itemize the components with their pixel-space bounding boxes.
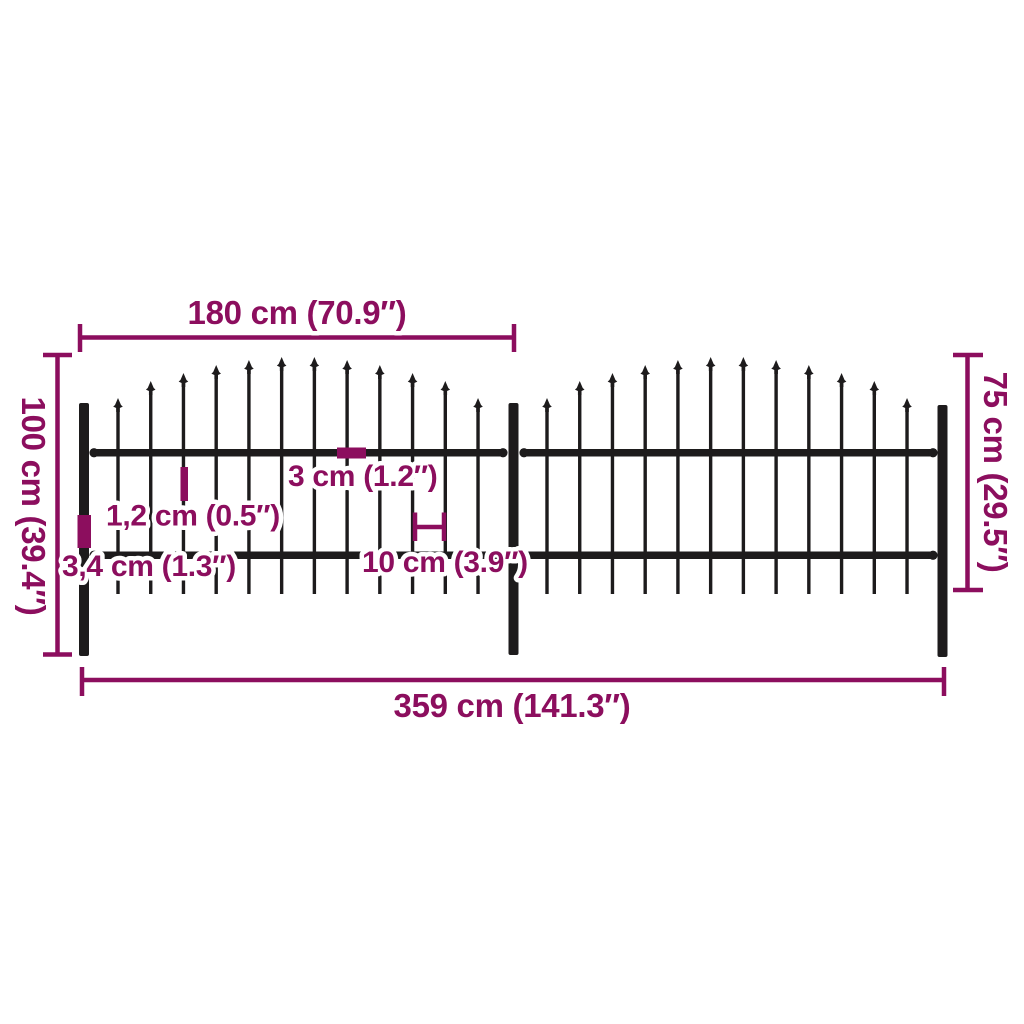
dimension-total-width: 359 cm (141.3″) [79,667,947,729]
rail-connector [498,550,508,560]
spear-finial-icon [738,357,749,371]
panel-height-label: 75 cm (29.5″) [977,372,1014,573]
spear-finial-icon [640,365,650,379]
spear-finial-icon [113,398,123,412]
fence-rail [521,551,936,559]
spear-finial-icon [607,373,618,387]
rail-thickness-label: 3 cm (1.2″) [288,460,437,493]
spear-finial-icon [869,381,880,395]
post-width-label: 3,4 cm (1.3″) [62,550,236,583]
spear-finial-icon [342,360,352,374]
spear-finial-icon [440,381,451,395]
spear-finial-icon [542,398,552,412]
spear-finial-icon [771,360,781,374]
spear-finial-icon [574,381,585,395]
rail-connector [89,550,99,560]
spear-finial-icon [473,398,483,412]
picket-width-label: 1,2 cm (0.5″) [106,500,280,533]
fence-rail [91,449,506,457]
spear-finial-icon [836,373,847,387]
spear-finial-icon [407,373,418,387]
spear-finial-icon [145,381,156,395]
dimension-post-width: 3,4 cm (1.3″) [58,515,241,588]
dimension-panel-width: 180 cm (70.9″) [77,290,517,352]
picket-width-marker [180,467,188,501]
spear-finial-icon [276,357,287,371]
spear-finial-icon [309,357,320,371]
dimension-annotations: 180 cm (70.9″) 100 cm (39.4″) 75 cm (29.… [11,290,1019,729]
total-width-label: 359 cm (141.3″) [394,687,631,724]
fence-rail [91,551,506,559]
spear-finial-icon [673,360,683,374]
rail-connector [519,550,529,560]
dimension-post-height: 100 cm (39.4″) [11,352,72,657]
rail-connector [498,448,508,458]
rail-thickness-marker [337,447,366,459]
dimension-picket-width: 1,2 cm (0.5″) [102,467,285,537]
spear-finial-icon [804,365,814,379]
spear-finial-icon [244,360,254,374]
picket-spacing-label: 10 cm (3.9″) [362,546,528,579]
spear-finial-icon [902,398,912,412]
fence-rail [521,449,936,457]
spear-finial-icon [178,373,189,387]
dimension-panel-height: 75 cm (29.5″) [953,352,1019,593]
post-height-label: 100 cm (39.4″) [15,397,52,616]
rail-connector [519,448,529,458]
panel-width-label: 180 cm (70.9″) [188,294,407,331]
dimension-picket-spacing: 10 cm (3.9″) [358,512,533,584]
fence-post [937,405,948,657]
fence-post [508,403,519,655]
rail-connector [928,448,938,458]
post-width-marker [77,515,91,548]
spear-finial-icon [211,365,221,379]
rail-connector [89,448,99,458]
spear-finial-icon [705,357,716,371]
rail-connector [928,550,938,560]
spear-finial-icon [375,365,385,379]
dimension-rail-thickness: 3 cm (1.2″) [284,447,442,498]
